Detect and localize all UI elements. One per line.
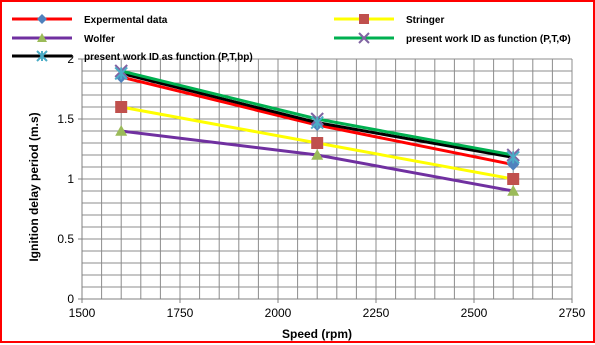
legend-label: present work ID as function (P,T,Φ): [406, 34, 571, 45]
legend-swatch-marker: [359, 14, 369, 24]
x-tick-label: 1750: [167, 306, 194, 320]
grid-lines: [81, 58, 573, 300]
y-tick-label: 1.5: [57, 112, 74, 126]
x-tick-label: 2750: [559, 306, 586, 320]
legend-item: present work ID as function (P,T,bp): [12, 50, 253, 63]
data-point-series-3: [311, 149, 324, 160]
y-tick-label: 0.5: [57, 232, 74, 246]
legend-label: Stringer: [406, 15, 444, 26]
y-tick-label: 0: [67, 292, 74, 306]
marker-stroke: [358, 32, 370, 44]
axes: [78, 58, 573, 303]
legend: Expermental data Stringer Wolfer present wo…: [12, 14, 571, 63]
legend-item: Wolfer: [12, 33, 115, 45]
data-point-series-2: [311, 137, 324, 149]
legend-item: Stringer: [334, 14, 444, 26]
y-axis-title: Ignition delay period (m.s): [27, 112, 41, 261]
legend-item: Expermental data: [12, 14, 168, 26]
x-tick-label: 1500: [69, 306, 96, 320]
legend-swatch-marker: [358, 32, 370, 44]
legend-label: Expermental data: [84, 15, 168, 26]
data-point-series-2: [507, 173, 520, 185]
x-tick-label: 2250: [363, 306, 390, 320]
legend-swatch-marker: [36, 50, 48, 62]
legend-label: Wolfer: [84, 34, 115, 45]
legend-label: present work ID as function (P,T,bp): [84, 52, 253, 63]
data-point-series-5: [310, 115, 324, 130]
data-point-series-5: [114, 66, 128, 81]
data-point-series-3: [115, 125, 128, 136]
y-tick-label: 2: [67, 52, 74, 66]
x-tick-label: 2000: [265, 306, 292, 320]
y-tick-label: 1: [67, 172, 74, 186]
x-tick-label: 2500: [461, 306, 488, 320]
tick-labels: 1500 1750 2000 2250 2500 2750 0 0.5 1 1.5 2: [57, 52, 585, 320]
data-point-series-3: [507, 185, 520, 196]
series-markers: [114, 64, 520, 196]
data-point-series-2: [115, 101, 128, 113]
legend-item: present work ID as function (P,T,Φ): [334, 32, 571, 45]
data-point-series-5: [506, 150, 520, 165]
x-axis-title: Speed (rpm): [282, 327, 352, 341]
legend-swatch-marker: [37, 33, 47, 42]
legend-swatch-marker: [37, 14, 47, 24]
